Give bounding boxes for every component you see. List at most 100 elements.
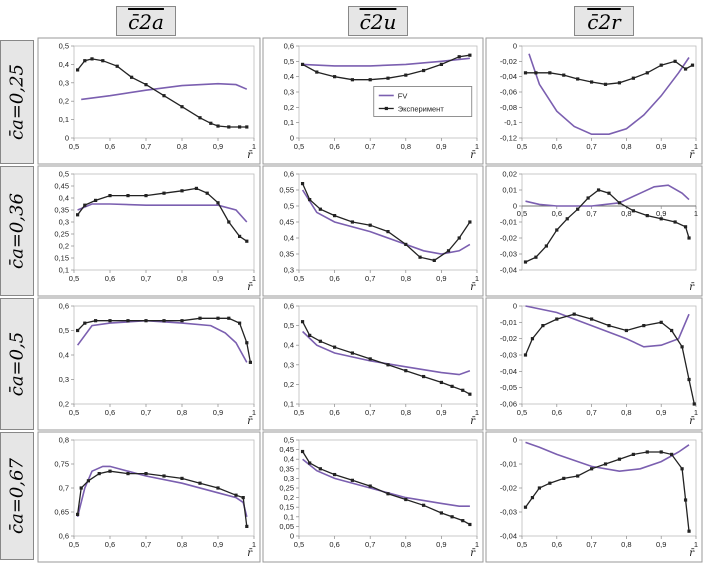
- chart-r2-c1-experiment-point-10: [450, 384, 454, 388]
- chart-r2-c0-ytick-label-4: 0,6: [59, 302, 69, 311]
- chart-r1-c1-experiment-point-10: [446, 249, 451, 253]
- chart-r1-c0-ytick-label-4: 0,3: [59, 218, 69, 227]
- chart-r3-c2-experiment-point-8: [617, 457, 622, 461]
- chart-r3-c0-experiment-point-7: [162, 474, 166, 478]
- chart-r2-c1-xtick-label-5: 1: [475, 408, 479, 417]
- chart-r2-c2-ytick-label-5: -0,05: [500, 383, 517, 392]
- chart-r3-c0-experiment-point-2: [86, 479, 90, 483]
- chart-r1-c0-xtick-label-5: 1: [252, 274, 256, 283]
- chart-r0-c0-xlabel: r̄: [247, 150, 253, 161]
- chart-r0-c2-experiment-point-5: [590, 80, 594, 84]
- chart-r0-c0-experiment-point-2: [90, 57, 94, 61]
- chart-r2-c0-ytick-label-1: 0,3: [59, 375, 69, 384]
- chart-r2-c1-xtick-label-4: 0,9: [436, 408, 446, 417]
- chart-r0-c1-ytick-label-5: 0,5: [284, 57, 294, 66]
- chart-r0-c2-ytick-label-3: -0,06: [500, 88, 517, 97]
- chart-r0-c2-xtick-label-1: 0,6: [552, 142, 562, 151]
- chart-r0-c2-experiment-point-4: [576, 77, 580, 81]
- chart-r1-c0-experiment-point-3: [108, 194, 112, 198]
- chart-r1-c0-xtick-label-2: 0,7: [141, 274, 151, 283]
- chart-r0-c0-experiment-point-6: [144, 83, 148, 87]
- chart-r2-c0-xtick-label-0: 0,5: [69, 408, 79, 417]
- chart-r3-c0-experiment-point-4: [108, 469, 112, 473]
- chart-r3-c0-ytick-label-4: 0,8: [59, 436, 69, 445]
- chart-r0-c2-experiment-point-7: [617, 81, 622, 85]
- chart-r0-c2-experiment-point-3: [562, 73, 566, 77]
- chart-r1-c2-xtick-label-3: 0,8: [621, 209, 631, 218]
- chart-r2-c0-ytick-label-2: 0,4: [59, 351, 69, 360]
- chart-r2-c2-experiment-point-13: [692, 402, 696, 406]
- chart-r2-c1-ytick-label-1: 0,2: [284, 380, 294, 389]
- chart-r3-c1-ytick-label-3: 0,15: [279, 503, 294, 512]
- chart-r2-c1-experiment-point-5: [368, 357, 372, 361]
- chart-r1-c1: 0,3 0,35 0,4 0,45 0,5 0,55 0,6 0,5 0,6 0,7 0,8 0,9 1…: [262, 165, 484, 297]
- chart-r0-c2-experiment-point-2: [548, 71, 552, 75]
- chart-r2-c2-series-experiment-line: [524, 313, 695, 405]
- chart-r2-c1-experiment-point-4: [350, 351, 354, 355]
- chart-r3-c0-ytick-label-2: 0,7: [59, 484, 69, 493]
- chart-r2-c2-xtick-label-0: 0,5: [517, 408, 527, 417]
- chart-r0-c2-experiment-point-1: [534, 71, 538, 75]
- chart-r1-c1-experiment-point-8: [418, 255, 422, 259]
- chart-r3-c0-xlabel: r̄: [247, 548, 253, 559]
- chart-r1-c2-ytick-label-3: -0,01: [500, 218, 517, 227]
- chart-r3-c1-experiment-point-2: [318, 467, 322, 471]
- chart-r2-c0-experiment-point-2: [94, 319, 98, 323]
- chart-r1-c0-frame: [37, 165, 261, 297]
- chart-r3-c0-experiment-point-0: [76, 512, 80, 516]
- chart-r1-c0-xtick-label-3: 0,8: [177, 274, 187, 283]
- chart-r1-c1-ytick-label-6: 0,6: [284, 170, 294, 179]
- chart-r0-c0-experiment-point-8: [180, 105, 184, 109]
- chart-r0-c0-ytick-label-3: 0,3: [59, 78, 69, 87]
- chart-r0-c1-experiment-point-5: [386, 76, 390, 80]
- chart-r3-c1-xtick-label-0: 0,5: [294, 540, 304, 549]
- chart-r1-c0-experiment-point-1: [83, 203, 87, 207]
- chart-r1-c0-ytick-label-3: 0,25: [54, 230, 69, 239]
- chart-r2-c0-experiment-point-9: [216, 316, 220, 320]
- chart-r0-c1-experiment-point-6: [404, 73, 408, 77]
- chart-r3-c2-experiment-point-10: [645, 450, 649, 454]
- chart-r2-c0-experiment-point-1: [83, 321, 87, 325]
- chart-r1-c2-ytick-label-4: -0,02: [500, 234, 517, 243]
- chart-r1-c2-xtick-label-2: 0,7: [586, 209, 596, 218]
- chart-r2-c2-experiment-point-10: [670, 328, 674, 333]
- chart-r2-c1-frame: [262, 297, 484, 431]
- chart-r3-c2-experiment-point-0: [523, 505, 528, 509]
- chart-r3-c2-experiment-point-3: [548, 481, 552, 485]
- chart-r0-c0-xtick-label-4: 0,9: [213, 142, 223, 151]
- chart-r3-c2-ytick-label-4: -0,04: [500, 532, 517, 541]
- chart-r2-c0-experiment-point-13: [248, 360, 252, 364]
- chart-r0-c1-series-fv-line: [302, 57, 470, 67]
- chart-r0-c0-xtick-label-1: 0,6: [105, 142, 115, 151]
- chart-r0-c1-experiment-point-9: [457, 55, 461, 59]
- chart-r3-c2-experiment-point-2: [537, 486, 541, 490]
- chart-r2-c2-ytick-label-6: -0,06: [500, 400, 517, 409]
- chart-r1-c0-experiment-point-2: [94, 198, 98, 202]
- chart-r1-c2-experiment-point-4: [565, 217, 569, 221]
- chart-r3-c0-xtick-label-0: 0,5: [69, 540, 79, 549]
- chart-r3-c0-experiment-point-11: [234, 493, 238, 497]
- chart-r0-c0-experiment-point-12: [227, 125, 231, 129]
- chart-r3-c1-experiment-point-0: [300, 449, 305, 454]
- chart-r0-c0-experiment-point-9: [198, 116, 202, 120]
- chart-r1-c1-experiment-point-1: [308, 198, 312, 202]
- chart-r3-c1-experiment-point-4: [350, 478, 354, 482]
- chart-r2-c1-experiment-point-8: [422, 374, 426, 379]
- chart-r1-c2-xtick-label-1: 0,6: [552, 209, 562, 218]
- chart-r1-c1-experiment-point-3: [333, 214, 337, 218]
- chart-r3-c0-series-experiment-line: [76, 470, 248, 527]
- chart-r0-c2-xtick-label-4: 0,9: [656, 142, 666, 151]
- chart-r2-c2-series-fv-line: [525, 305, 690, 348]
- column-header-c2a: c̄2a: [116, 6, 176, 36]
- chart-r2-c1-xtick-label-0: 0,5: [294, 408, 304, 417]
- chart-r3-c1-ytick-label-7: 0,35: [279, 464, 294, 473]
- chart-r1-c2-experiment-point-6: [586, 196, 590, 200]
- chart-r1-c0-experiment-point-11: [227, 220, 231, 224]
- chart-r1-c1-experiment-point-11: [457, 236, 461, 240]
- chart-r0-c0-experiment-point-1: [83, 59, 87, 63]
- chart-r1-c1-experiment-point-6: [386, 230, 390, 234]
- chart-r3-c2-xlabel: r̄: [689, 548, 695, 559]
- chart-r0-c0-experiment-point-14: [245, 125, 249, 129]
- chart-r1-c2-experiment-point-14: [683, 225, 688, 229]
